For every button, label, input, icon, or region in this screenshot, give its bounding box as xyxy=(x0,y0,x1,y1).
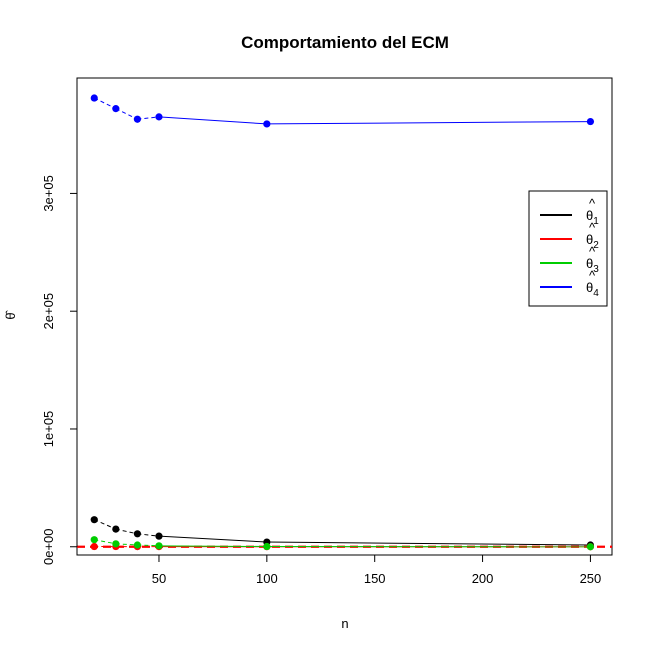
series-4-segment xyxy=(137,116,160,120)
legend-hat: ^ xyxy=(589,196,596,211)
series-3-point xyxy=(155,542,163,550)
legend-item-3: ^θ3 xyxy=(540,244,599,275)
series-3 xyxy=(90,536,595,551)
series-1-segment xyxy=(115,528,138,535)
series-3-point xyxy=(112,540,120,548)
series-3-point xyxy=(263,542,271,551)
x-axis: 50 100 150 200 250 xyxy=(152,554,602,586)
series-4-point xyxy=(263,120,271,128)
legend-label: θ4 xyxy=(586,280,599,299)
series-1-point xyxy=(112,525,120,533)
legend-label: θ1 xyxy=(586,208,599,227)
series-1-segment xyxy=(158,535,267,543)
x-tick-label: 250 xyxy=(580,571,602,586)
y-tick-label: 1e+05 xyxy=(41,411,56,448)
legend-label: θ3 xyxy=(586,256,599,275)
x-tick-label: 100 xyxy=(256,571,278,586)
series-2-point xyxy=(90,542,98,551)
series-3-segment xyxy=(115,543,138,546)
series-4-point xyxy=(112,105,120,113)
y-tick-label: 2e+05 xyxy=(41,293,56,330)
y-tick-label: 3e+05 xyxy=(41,175,56,212)
plot-frame xyxy=(76,77,613,556)
legend-item-2: ^θ2 xyxy=(540,220,599,251)
y-axis: 0e+00 1e+05 2e+05 3e+05 xyxy=(41,175,78,565)
series-4-segment xyxy=(94,97,117,110)
series-3-point xyxy=(90,536,98,544)
series-3-segment xyxy=(158,545,267,548)
series-3-point xyxy=(133,541,142,549)
series-4 xyxy=(90,94,595,128)
series-1 xyxy=(90,516,595,549)
x-tick-label: 50 xyxy=(152,571,166,586)
series-4-point xyxy=(90,94,98,102)
series-layer xyxy=(90,94,595,551)
series-4-segment xyxy=(266,121,591,125)
legend-item-4: ^θ4 xyxy=(540,268,599,299)
series-3-point xyxy=(586,543,595,551)
legend: ^θ1^θ2^θ3^θ4 xyxy=(528,190,608,307)
series-4-point xyxy=(586,117,595,126)
series-1-segment xyxy=(94,519,117,530)
series-4-point xyxy=(155,113,163,121)
x-axis-label: n xyxy=(341,616,348,631)
legend-label: θ2 xyxy=(586,232,599,251)
y-tick-label: 0e+00 xyxy=(41,528,56,565)
legend-hat: ^ xyxy=(589,220,596,235)
legend-hat: ^ xyxy=(589,244,596,259)
series-1-segment xyxy=(137,533,160,537)
series-4-segment xyxy=(158,116,267,125)
series-1-point xyxy=(155,532,163,540)
series-4-point xyxy=(133,115,142,123)
y-axis-label: θ̂ xyxy=(3,309,18,319)
series-1-segment xyxy=(266,541,591,546)
chart-title: Comportamiento del ECM xyxy=(241,33,449,52)
x-tick-label: 150 xyxy=(364,571,386,586)
legend-item-1: ^θ1 xyxy=(540,196,599,227)
series-4-segment xyxy=(115,108,138,120)
legend-hat: ^ xyxy=(589,268,596,283)
series-1-point xyxy=(133,530,142,538)
series-3-segment xyxy=(94,539,116,545)
series-1-point xyxy=(90,516,98,524)
x-tick-label: 200 xyxy=(472,571,494,586)
